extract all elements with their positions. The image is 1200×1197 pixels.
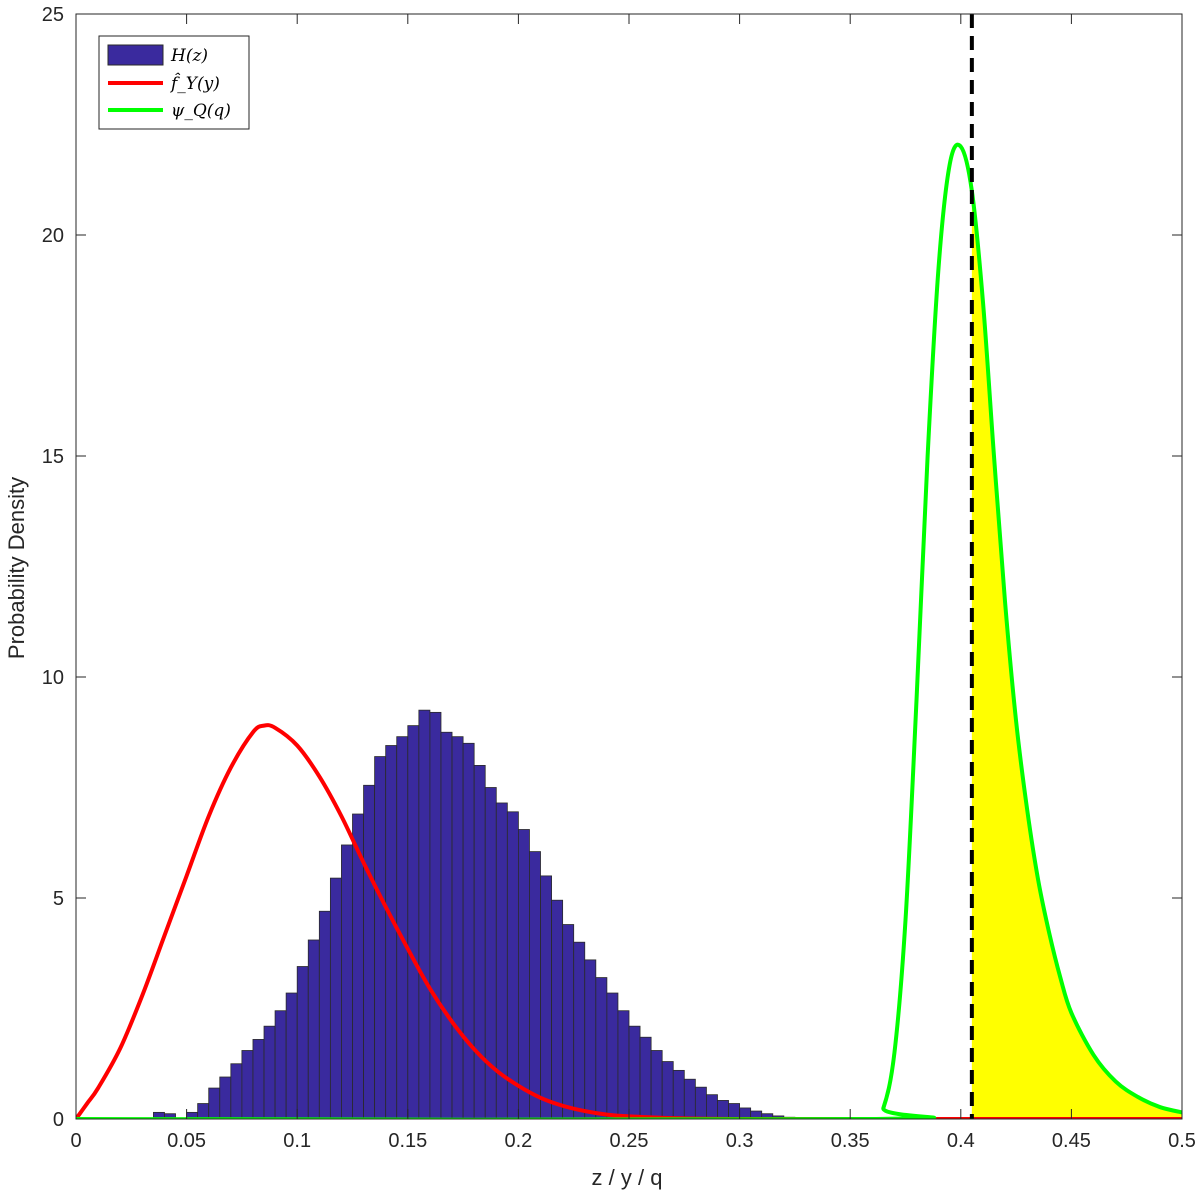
y-tick-label: 0	[53, 1109, 64, 1131]
histogram-bar	[440, 731, 453, 1119]
histogram-bar	[241, 1050, 254, 1119]
histogram-bar	[429, 711, 442, 1119]
histogram-bar	[506, 811, 519, 1119]
histogram-bar	[639, 1036, 652, 1119]
histogram-bar	[672, 1069, 685, 1119]
histogram-bar	[318, 910, 331, 1119]
legend-label-psi: ψ_Q(q)	[171, 101, 231, 121]
histogram-bar	[706, 1094, 718, 1119]
plot-area	[76, 14, 1182, 1119]
histogram-bar	[562, 924, 575, 1119]
x-axis-title: z / y / q	[592, 1165, 663, 1190]
x-tick-label: 0.15	[388, 1130, 427, 1152]
histogram-bar	[274, 1010, 287, 1119]
histogram-bar	[252, 1039, 265, 1119]
histogram-bar	[374, 756, 387, 1119]
histogram-bar	[418, 709, 431, 1119]
histogram-bar	[683, 1078, 696, 1119]
histogram-bar	[208, 1087, 221, 1119]
x-tick-label: 0.35	[831, 1130, 870, 1152]
histogram-bar	[385, 745, 398, 1119]
histogram-bar	[650, 1050, 663, 1119]
histogram-bar	[263, 1025, 276, 1119]
legend-swatch-histogram	[107, 44, 164, 66]
histogram-bar	[573, 941, 586, 1119]
histogram-bar	[661, 1061, 674, 1119]
histogram-bar	[595, 977, 608, 1119]
histogram-bar	[197, 1103, 210, 1119]
x-tick-label: 0.45	[1052, 1130, 1091, 1152]
legend-label-histogram: H(z)	[170, 46, 208, 66]
shaded-tail-region	[971, 190, 1182, 1119]
histogram-bar	[462, 742, 475, 1119]
x-tick-label: 0.25	[610, 1130, 649, 1152]
histogram-bar	[451, 736, 464, 1119]
histogram-bar	[407, 725, 420, 1119]
histogram-bar	[285, 992, 298, 1119]
legend: H(z) f̂_Y(y) ψ_Q(q)	[98, 35, 250, 130]
histogram-bar	[540, 875, 552, 1119]
histogram-bar	[296, 966, 309, 1119]
y-tick-label: 5	[53, 888, 64, 910]
histogram-bar	[473, 765, 486, 1119]
y-tick-label: 15	[42, 446, 64, 468]
y-axis-title: Probability Density	[4, 477, 29, 659]
histogram-bar	[628, 1025, 641, 1119]
histogram-bar	[529, 851, 541, 1119]
x-tick-label: 0.2	[504, 1130, 532, 1152]
axes: 0 0.05 0.1 0.15 0.2 0.25 0.3 0.35 0.4 0.45 0.5 0 5 10…	[42, 4, 1196, 1152]
legend-label-fy: f̂_Y(y)	[169, 73, 220, 94]
y-tick-label: 20	[42, 225, 64, 247]
x-tick-label: 0	[70, 1130, 81, 1152]
histogram-bar	[728, 1103, 740, 1119]
histogram-bar	[230, 1063, 243, 1119]
histogram-bar	[307, 939, 320, 1119]
histogram-bar	[694, 1086, 707, 1119]
x-tick-label: 0.5	[1168, 1130, 1196, 1152]
x-tick-label: 0.1	[283, 1130, 311, 1152]
x-tick-label: 0.4	[947, 1130, 975, 1152]
plot-content	[76, 14, 1182, 1119]
histogram-bar	[717, 1100, 729, 1119]
histogram-bar	[219, 1076, 232, 1119]
histogram-bar	[584, 959, 597, 1119]
x-tick-label: 0.3	[726, 1130, 754, 1152]
histogram-bar	[363, 784, 376, 1119]
histogram-bar	[329, 877, 342, 1119]
histogram-bar	[617, 1010, 630, 1119]
histogram-bar	[551, 899, 564, 1119]
y-tick-label: 10	[42, 667, 64, 689]
histogram-bar	[518, 829, 530, 1119]
histogram-bar	[606, 992, 619, 1119]
x-tick-label: 0.05	[167, 1130, 206, 1152]
histogram-bar	[341, 844, 353, 1119]
y-tick-label: 25	[42, 4, 64, 26]
